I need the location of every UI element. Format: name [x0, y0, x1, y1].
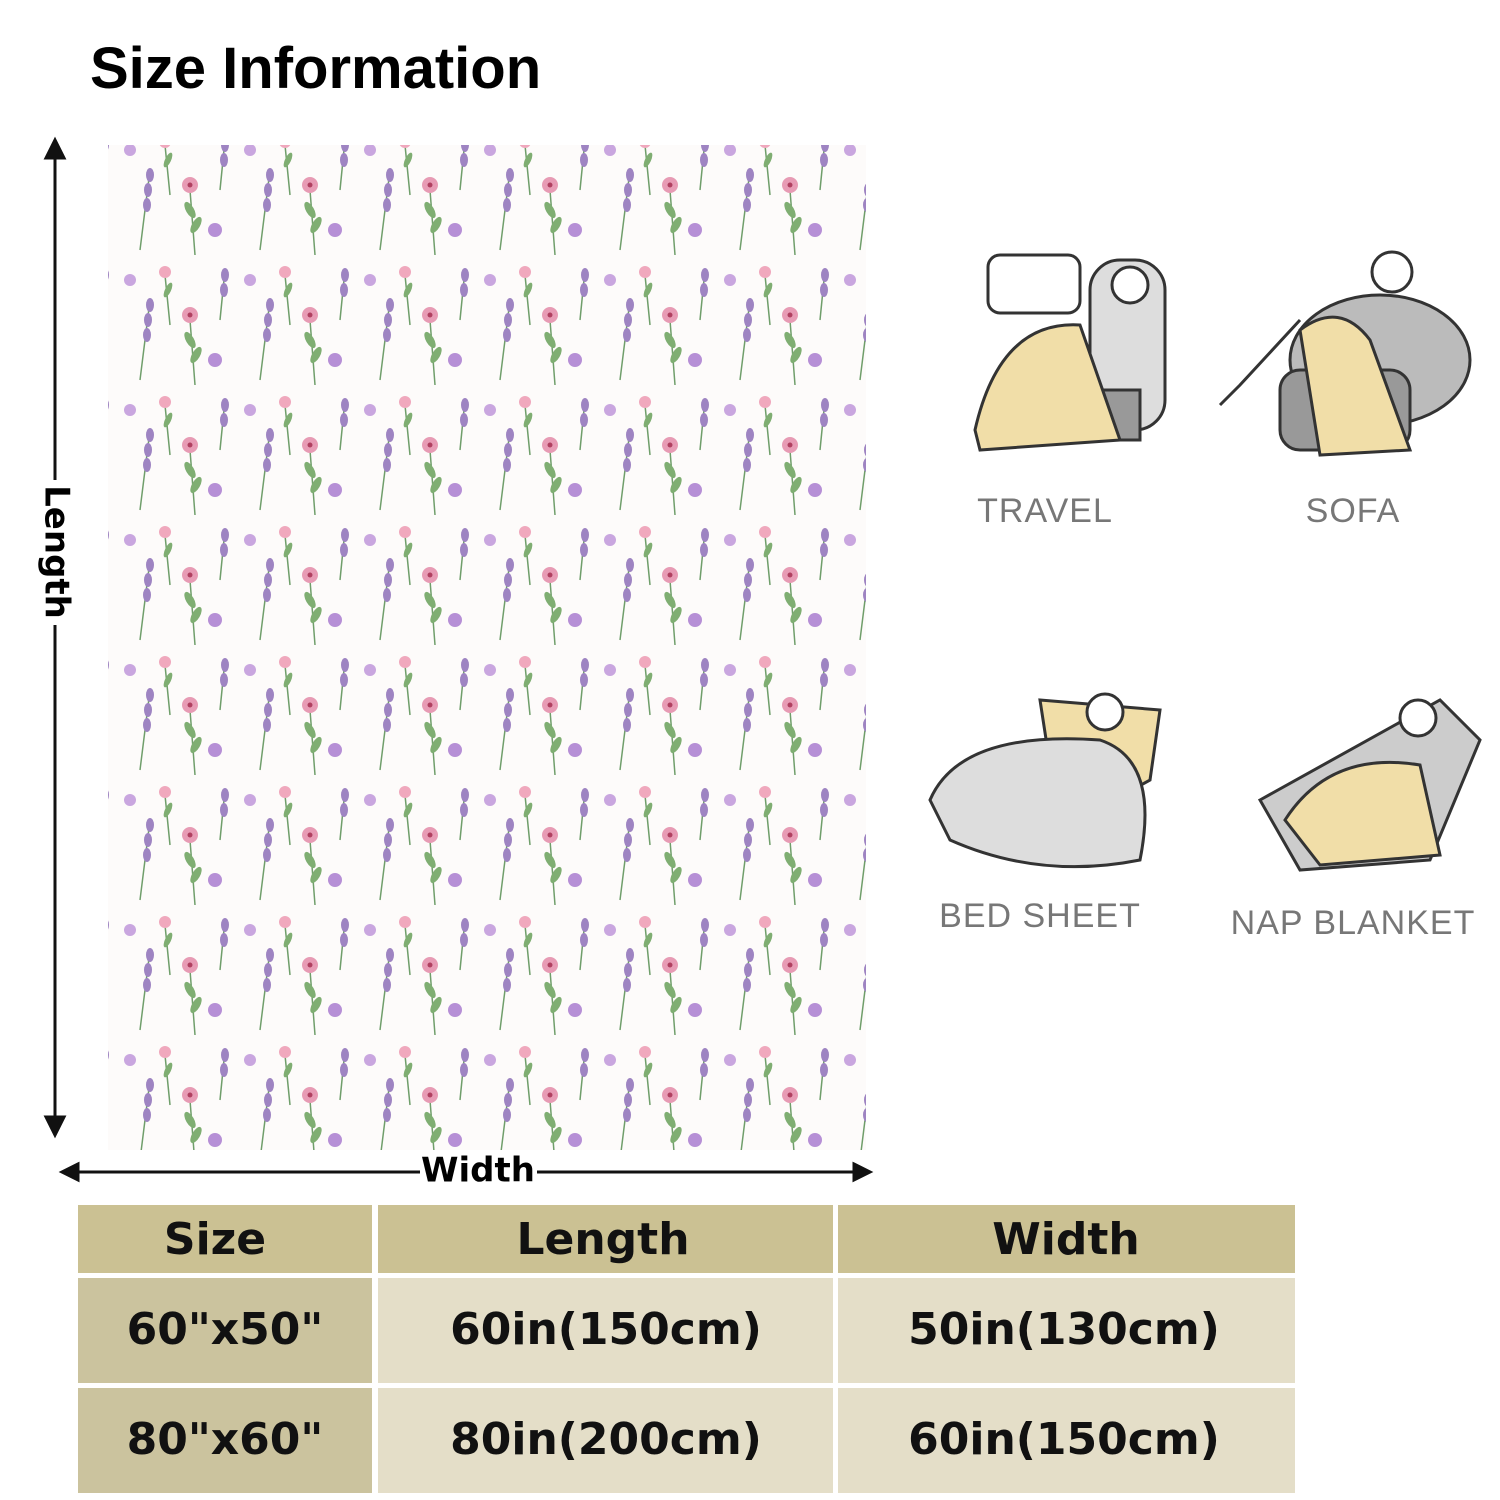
- cell: [78, 1388, 372, 1493]
- cell: [378, 1388, 833, 1493]
- header-cell: [78, 1205, 372, 1273]
- travel-icon: [973, 253, 1167, 452]
- header-text: Length: [516, 1214, 689, 1265]
- use-label: NAP BLANKET: [1231, 904, 1476, 942]
- size-table: Size Length Width 60"x50" 60in(150cm) 50…: [78, 1205, 1295, 1493]
- cell-text: 60in(150cm): [908, 1414, 1220, 1465]
- cell: [838, 1388, 1295, 1493]
- sofa-icon: [1218, 250, 1472, 457]
- use-label: BED SHEET: [939, 897, 1141, 935]
- width-label: Width: [421, 1151, 535, 1191]
- width-arrow: [58, 1161, 874, 1183]
- cell: [78, 1278, 372, 1383]
- bed-icon: [928, 692, 1162, 869]
- cell: [838, 1278, 1295, 1383]
- use-label: SOFA: [1306, 492, 1401, 530]
- header-text: Size: [164, 1214, 266, 1265]
- cell-text: 50in(130cm): [908, 1304, 1220, 1355]
- cell-text: 80in(200cm): [450, 1414, 762, 1465]
- cell-text: 60in(150cm): [450, 1304, 762, 1355]
- blanket-pattern: [108, 145, 866, 1150]
- header-text: Width: [992, 1214, 1139, 1265]
- length-label: Length: [37, 485, 77, 619]
- length-arrow: [43, 136, 67, 1139]
- cell-text: 80"x60": [127, 1414, 324, 1465]
- use-label: TRAVEL: [977, 492, 1113, 530]
- page-title: Size Information: [90, 36, 541, 101]
- nap-icon: [1257, 698, 1482, 872]
- header-cell: [378, 1205, 833, 1273]
- header-cell: [838, 1205, 1295, 1273]
- cell-text: 60"x50": [127, 1304, 324, 1355]
- cell: [378, 1278, 833, 1383]
